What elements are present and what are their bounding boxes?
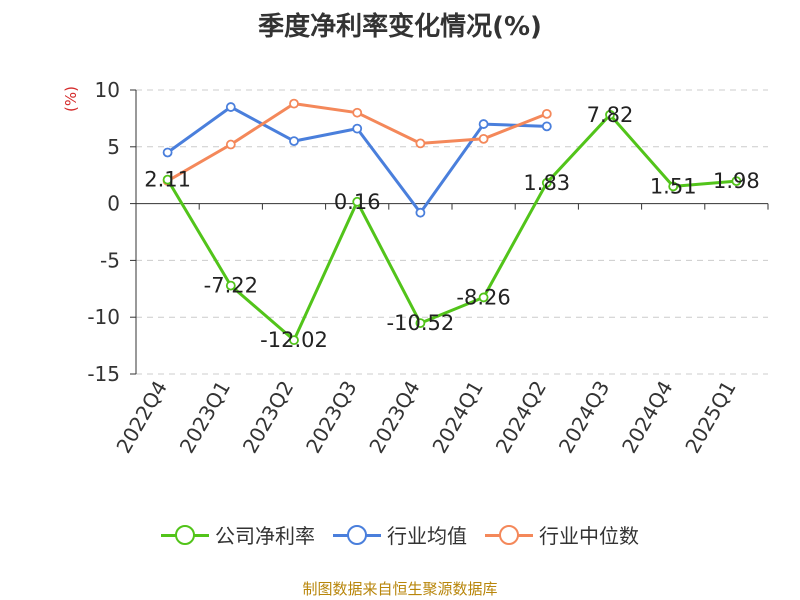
data-point bbox=[415, 318, 426, 329]
data-point bbox=[225, 280, 236, 291]
y-tick-label: 5 bbox=[107, 135, 120, 159]
data-label: 7.82 bbox=[587, 103, 634, 127]
data-point bbox=[289, 136, 299, 147]
data-point bbox=[352, 196, 363, 207]
data-label: -8.26 bbox=[456, 285, 510, 309]
series-line bbox=[166, 113, 737, 342]
legend-item-industry-mean[interactable]: 行业均值 bbox=[333, 520, 467, 549]
data-source-note: 制图数据来自恒生聚源数据库 bbox=[302, 580, 498, 598]
data-point bbox=[478, 133, 489, 144]
x-tick-label: 2022Q4 bbox=[111, 377, 171, 458]
x-tick-label: 2024Q3 bbox=[554, 377, 614, 458]
legend-label-industry-mean: 行业均值 bbox=[387, 524, 467, 548]
data-label: 0.16 bbox=[334, 190, 381, 214]
legend-swatch-industry-median bbox=[485, 524, 533, 545]
data-point bbox=[668, 181, 679, 192]
data-label: 1.98 bbox=[713, 169, 760, 193]
x-tick-label: 2023Q1 bbox=[175, 377, 235, 458]
data-point bbox=[478, 292, 489, 303]
data-point bbox=[605, 109, 615, 120]
legend-swatch-industry-mean bbox=[333, 524, 381, 545]
data-point bbox=[162, 174, 173, 185]
x-tick-label: 2023Q4 bbox=[364, 377, 424, 458]
y-tick-label: -15 bbox=[87, 362, 120, 386]
y-tick-label: -10 bbox=[87, 305, 120, 329]
data-point bbox=[541, 108, 552, 119]
data-point bbox=[225, 139, 236, 150]
x-tick-label: 2024Q4 bbox=[617, 377, 677, 458]
data-label: -7.22 bbox=[204, 274, 258, 298]
data-point bbox=[289, 98, 299, 109]
data-point bbox=[415, 207, 426, 218]
data-point bbox=[541, 177, 552, 188]
data-label: -10.52 bbox=[387, 311, 455, 335]
data-point bbox=[731, 176, 742, 187]
legend: 公司净利率 行业均值 行业中位数 bbox=[0, 520, 800, 549]
legend-label-industry-median: 行业中位数 bbox=[539, 524, 639, 548]
legend-item-industry-median[interactable]: 行业中位数 bbox=[485, 520, 639, 549]
y-tick-label: -5 bbox=[100, 248, 120, 272]
y-tick-label: 10 bbox=[95, 78, 120, 102]
data-label: 2.11 bbox=[144, 168, 191, 192]
y-tick-label: 0 bbox=[107, 192, 120, 216]
legend-item-company[interactable]: 公司净利率 bbox=[161, 520, 315, 549]
data-point bbox=[352, 123, 363, 134]
chart-title: 季度净利率变化情况(%) bbox=[258, 12, 542, 42]
x-tick-label: 2023Q2 bbox=[238, 377, 298, 458]
data-point bbox=[478, 119, 489, 129]
data-label: 1.83 bbox=[523, 171, 570, 195]
x-tick-label: 2024Q2 bbox=[491, 377, 551, 458]
data-point bbox=[225, 102, 236, 112]
legend-swatch-company bbox=[161, 524, 209, 545]
x-tick-label: 2024Q1 bbox=[427, 376, 487, 457]
data-label: 1.51 bbox=[650, 174, 697, 198]
data-label: -12.02 bbox=[260, 328, 328, 352]
x-tick-label: 2023Q3 bbox=[301, 377, 361, 458]
data-point bbox=[162, 147, 173, 158]
data-point bbox=[541, 121, 552, 132]
data-point bbox=[352, 107, 363, 118]
data-point bbox=[415, 138, 426, 149]
data-point bbox=[289, 335, 299, 346]
x-tick-label: 2025Q1 bbox=[680, 377, 740, 458]
legend-label-company: 公司净利率 bbox=[215, 524, 315, 548]
